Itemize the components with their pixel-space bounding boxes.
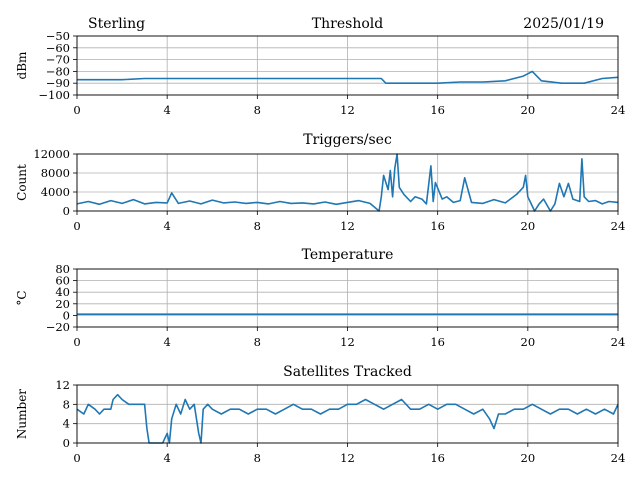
threshold-xtick-label: 4 [164,103,171,117]
threshold-series-line [77,70,619,84]
triggers-xtick-label: 8 [254,219,261,233]
satellites-xtick-label: 12 [340,451,355,465]
temperature-xtick-label: 16 [430,335,445,349]
triggers-ytick-label: 0 [63,204,70,218]
satellites-xtick-label: 0 [73,451,80,465]
triggers-xtick-label: 12 [340,219,355,233]
threshold-ytick-label: −90 [46,76,70,90]
satellites-ylabel: Number [15,389,29,439]
satellites-xtick-label: 8 [254,451,261,465]
triggers-xtick-label: 0 [73,219,80,233]
satellites-xtick-label: 20 [521,451,536,465]
temperature-xtick-label: 20 [521,335,536,349]
threshold-ylabel: dBm [15,51,29,80]
triggers-ytick-label: 4000 [41,185,70,199]
station-name: Sterling [88,16,145,32]
threshold-title: Threshold [312,16,383,32]
temperature-xtick-label: 12 [340,335,355,349]
threshold-ytick-label: −80 [46,64,70,78]
threshold-ytick-label: −100 [38,88,70,102]
temperature-ytick-label: 80 [55,262,70,276]
panel-triggers: 0 4 8 12 16 20 24 0 4000 8000 12000 Triggers/sec Cou… [15,132,625,233]
triggers-ytick-label: 8000 [41,166,70,180]
temperature-xtick-label: 24 [611,335,626,349]
temperature-ytick-label: 40 [55,285,70,299]
temperature-ytick-label: 20 [55,297,70,311]
triggers-ylabel: Count [15,164,29,201]
triggers-title: Triggers/sec [303,132,392,148]
panel-satellites: 0 4 8 12 16 20 24 0 4 8 12 Satellites Tracked Number [15,364,625,465]
triggers-series-line [76,153,619,212]
temperature-ytick-label: 0 [63,308,70,322]
satellites-title: Satellites Tracked [283,364,412,380]
satellites-ytick-label: 12 [55,378,70,392]
threshold-xtick-label: 16 [430,103,445,117]
temperature-xtick-label: 4 [164,335,171,349]
threshold-ytick-label: −60 [46,41,70,55]
triggers-xtick-label: 16 [430,219,445,233]
threshold-xtick-label: 12 [340,103,355,117]
threshold-xtick-label: 24 [611,103,626,117]
threshold-ytick-label: −70 [46,53,70,67]
satellites-ytick-label: 0 [63,436,70,450]
threshold-ytick-label: −50 [46,29,70,43]
satellites-ytick-label: 8 [63,397,70,411]
triggers-ytick-label: 12000 [33,147,70,161]
satellites-ytick-label: 4 [63,417,70,431]
panel-threshold: 0 4 8 12 16 20 24 −100−90−80−70−60−50 Threshold d… [15,16,625,117]
satellites-xtick-label: 24 [611,451,626,465]
temperature-xtick-label: 8 [254,335,261,349]
satellites-xtick-label: 4 [164,451,171,465]
temperature-title: Temperature [302,247,394,263]
satellites-xtick-label: 16 [430,451,445,465]
threshold-xtick-label: 8 [254,103,261,117]
satellites-series-line [76,393,619,444]
triggers-xtick-label: 4 [164,219,171,233]
temperature-xtick-label: 0 [73,335,80,349]
triggers-xtick-label: 20 [521,219,536,233]
temperature-ylabel: °C [15,290,29,305]
report-date: 2025/01/19 [523,16,604,32]
threshold-xtick-label: 20 [521,103,536,117]
temperature-ytick-label: 60 [55,274,70,288]
threshold-xtick-label: 0 [73,103,80,117]
temperature-ytick-label: −20 [46,320,70,334]
triggers-xtick-label: 24 [611,219,626,233]
